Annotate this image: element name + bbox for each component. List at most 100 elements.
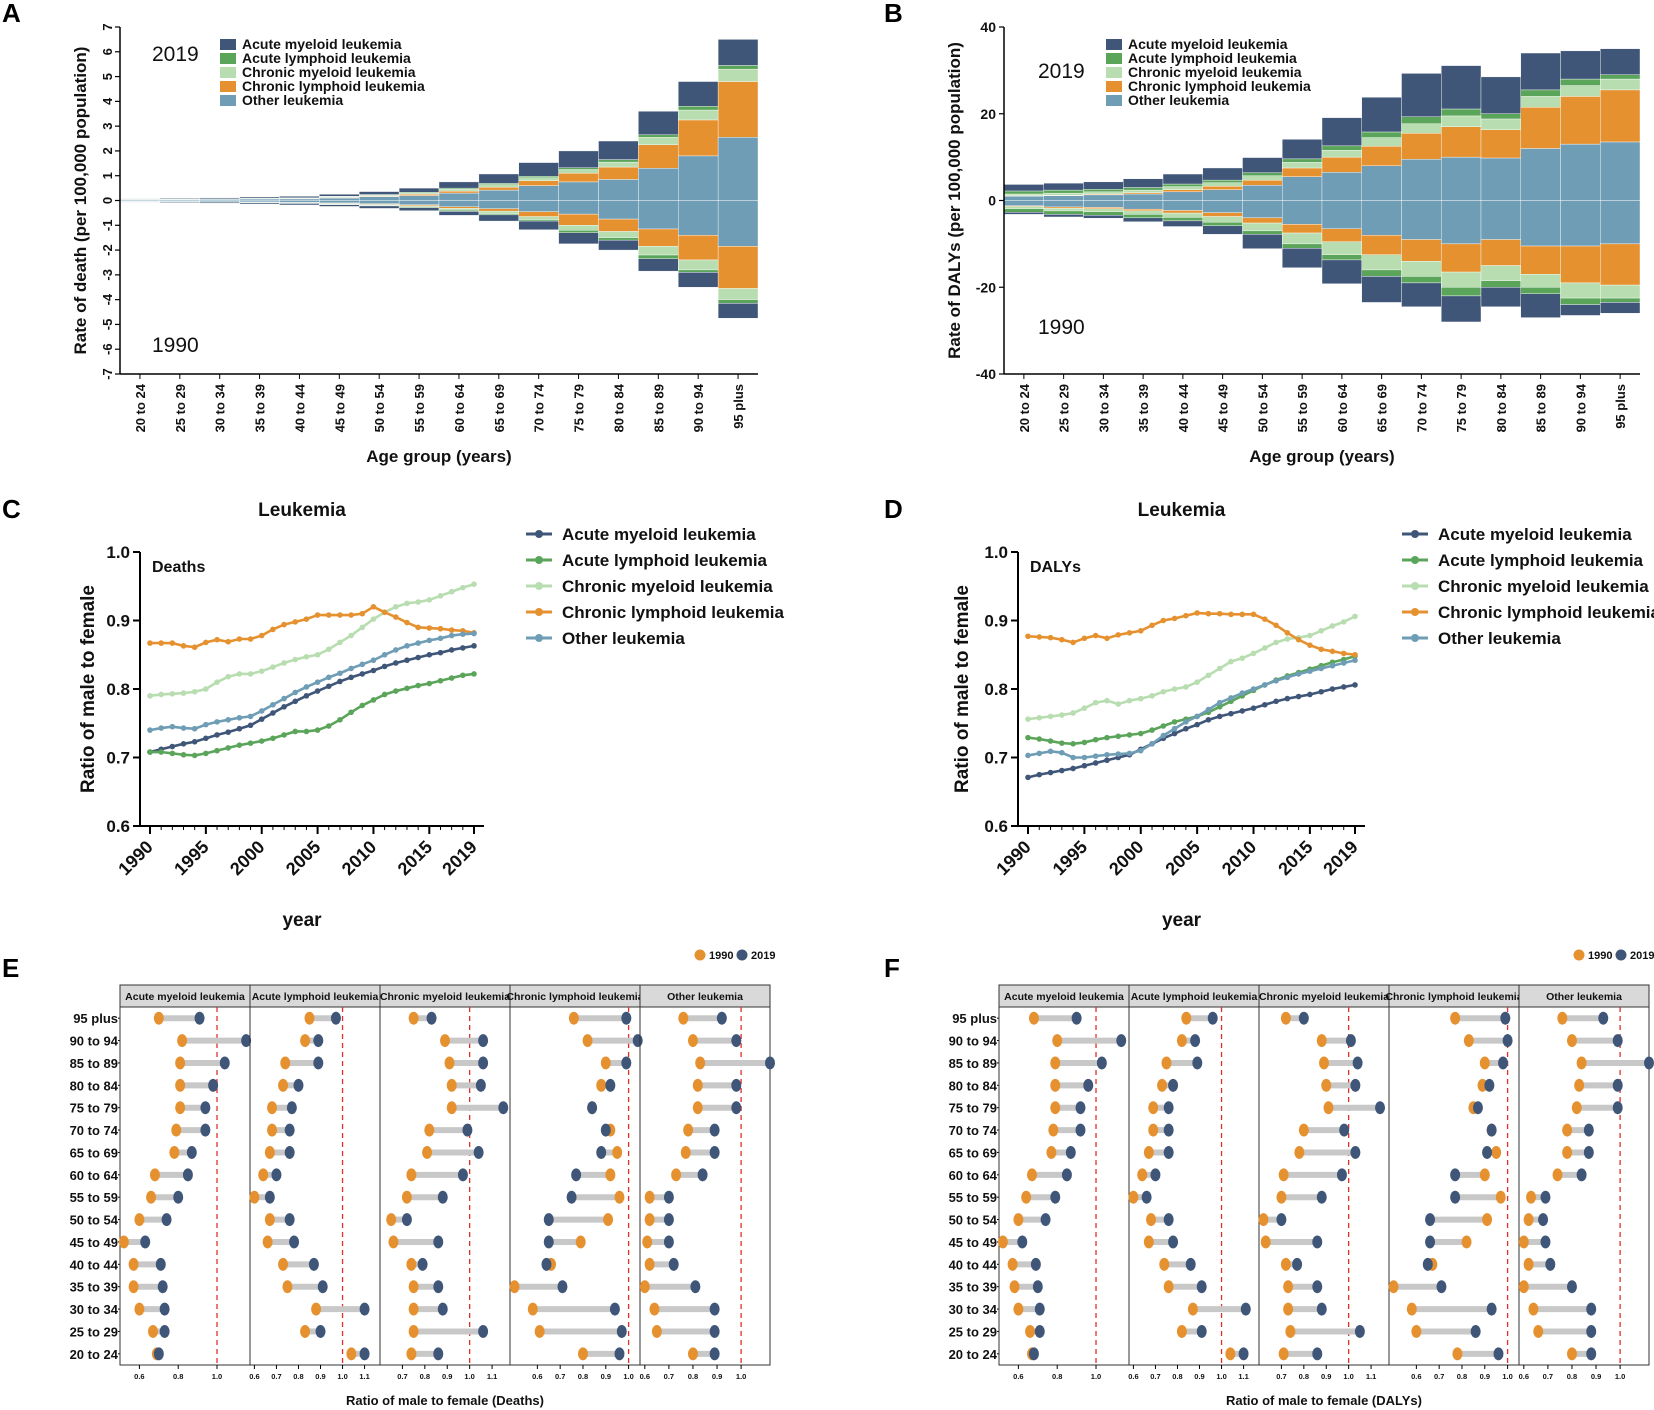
data-point	[191, 725, 198, 732]
x-tick-label: 0.8	[1457, 1372, 1467, 1381]
data-point	[1081, 705, 1088, 711]
point-1990	[1523, 1257, 1534, 1271]
x-tick-label: 0.6	[1519, 1372, 1529, 1381]
point-1990	[1319, 1056, 1329, 1070]
data-point	[1137, 627, 1144, 634]
point-2019	[1612, 1078, 1623, 1092]
point-1990	[406, 1257, 417, 1271]
x-tick-label: 1.0	[212, 1372, 222, 1381]
point-1990	[1148, 1123, 1159, 1137]
point-1990	[1009, 1280, 1020, 1294]
point-2019	[1030, 1257, 1041, 1271]
point-2019	[609, 1302, 620, 1316]
x-tick-label: 1.0	[464, 1372, 474, 1381]
bar-2019	[1162, 183, 1203, 187]
bar-2019	[159, 198, 200, 200]
data-point	[270, 701, 276, 708]
bar-1990	[478, 200, 519, 209]
point-1990	[408, 1280, 419, 1294]
point-2019	[1312, 1235, 1323, 1249]
point-2019	[1352, 1056, 1363, 1070]
data-point	[325, 723, 332, 729]
bar-1990	[558, 230, 599, 233]
point-2019	[1583, 1145, 1594, 1159]
bar-1990	[598, 218, 639, 232]
point-1990	[304, 1011, 315, 1025]
legend-swatch	[220, 39, 236, 50]
y-tick-label: 1.0	[106, 543, 130, 562]
data-point	[426, 597, 433, 603]
point-1990	[267, 1123, 278, 1137]
bar-1990	[1242, 234, 1283, 249]
row-label: 25 to 29	[70, 1324, 118, 1339]
bar-2019	[398, 195, 440, 201]
bar-2019	[1321, 172, 1362, 201]
x-tick-label: 0.8	[1052, 1372, 1062, 1381]
point-1990	[509, 1280, 520, 1294]
point-2019	[1486, 1123, 1497, 1137]
point-1990	[1159, 1257, 1170, 1271]
row-label: 50 to 54	[949, 1213, 998, 1228]
point-2019	[159, 1324, 170, 1338]
point-2019	[709, 1324, 720, 1338]
data-point	[1025, 774, 1031, 781]
x-tick-label: 80 to 84	[611, 383, 626, 432]
data-point	[426, 680, 433, 687]
bar-2019	[558, 173, 599, 183]
point-2019	[271, 1168, 282, 1182]
bar-1990	[1123, 210, 1164, 215]
point-1990	[1316, 1034, 1327, 1048]
point-2019	[478, 1034, 489, 1048]
point-1990	[687, 1347, 698, 1361]
panel-letter: E	[2, 953, 19, 983]
data-point	[1104, 734, 1110, 741]
bar-2019	[717, 39, 759, 66]
point-2019	[1482, 1145, 1493, 1159]
point-2019	[1292, 1257, 1303, 1271]
bar-2019	[1083, 194, 1124, 201]
data-point	[1318, 646, 1324, 653]
point-2019	[478, 1324, 489, 1338]
data-point	[1261, 645, 1268, 651]
bar-1990	[438, 211, 480, 216]
point-2019	[1425, 1235, 1436, 1249]
data-point	[147, 693, 153, 699]
data-point	[1284, 636, 1291, 642]
point-2019	[668, 1257, 679, 1271]
y-tick-label: 0.9	[106, 612, 130, 631]
data-point	[158, 725, 164, 731]
legend-marker	[1615, 949, 1627, 961]
bar-1990	[678, 259, 719, 271]
y-tick-label: -7	[100, 368, 115, 380]
legend-marker	[1411, 530, 1419, 538]
point-2019	[1075, 1101, 1086, 1115]
point-1990	[311, 1302, 322, 1316]
y-tick-label: -1	[100, 220, 115, 232]
point-2019	[1190, 1034, 1201, 1048]
point-1990	[671, 1168, 682, 1182]
x-tick-label: 0.9	[315, 1372, 325, 1381]
panel-letter: C	[2, 494, 21, 524]
bar-2019	[1162, 173, 1203, 185]
point-2019	[1083, 1078, 1094, 1092]
bar-2019	[518, 177, 559, 181]
data-point	[448, 647, 455, 653]
x-tick-label: 0.9	[712, 1372, 722, 1381]
data-point	[1183, 684, 1189, 690]
point-2019	[1192, 1056, 1203, 1070]
facet-title: Chronic lymphoid leukemia	[1385, 991, 1522, 1003]
legend-label: Other leukemia	[1128, 92, 1229, 108]
data-point	[236, 742, 243, 748]
point-2019	[433, 1347, 444, 1361]
bar-2019	[1401, 159, 1442, 201]
x-tick-label: 1.1	[1238, 1372, 1248, 1381]
data-point	[471, 630, 477, 637]
bar-1990	[1480, 280, 1521, 288]
point-1990	[1479, 1056, 1490, 1070]
x-tick-label: 75 to 79	[1454, 384, 1469, 432]
bar-1990	[1043, 208, 1084, 212]
point-2019	[543, 1235, 554, 1249]
point-2019	[709, 1347, 720, 1361]
data-point	[1171, 686, 1178, 692]
bar-2019	[1361, 146, 1402, 166]
